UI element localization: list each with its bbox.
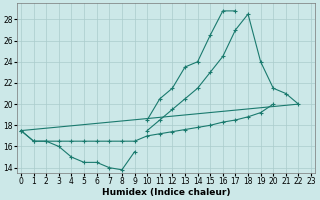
X-axis label: Humidex (Indice chaleur): Humidex (Indice chaleur) xyxy=(102,188,230,197)
